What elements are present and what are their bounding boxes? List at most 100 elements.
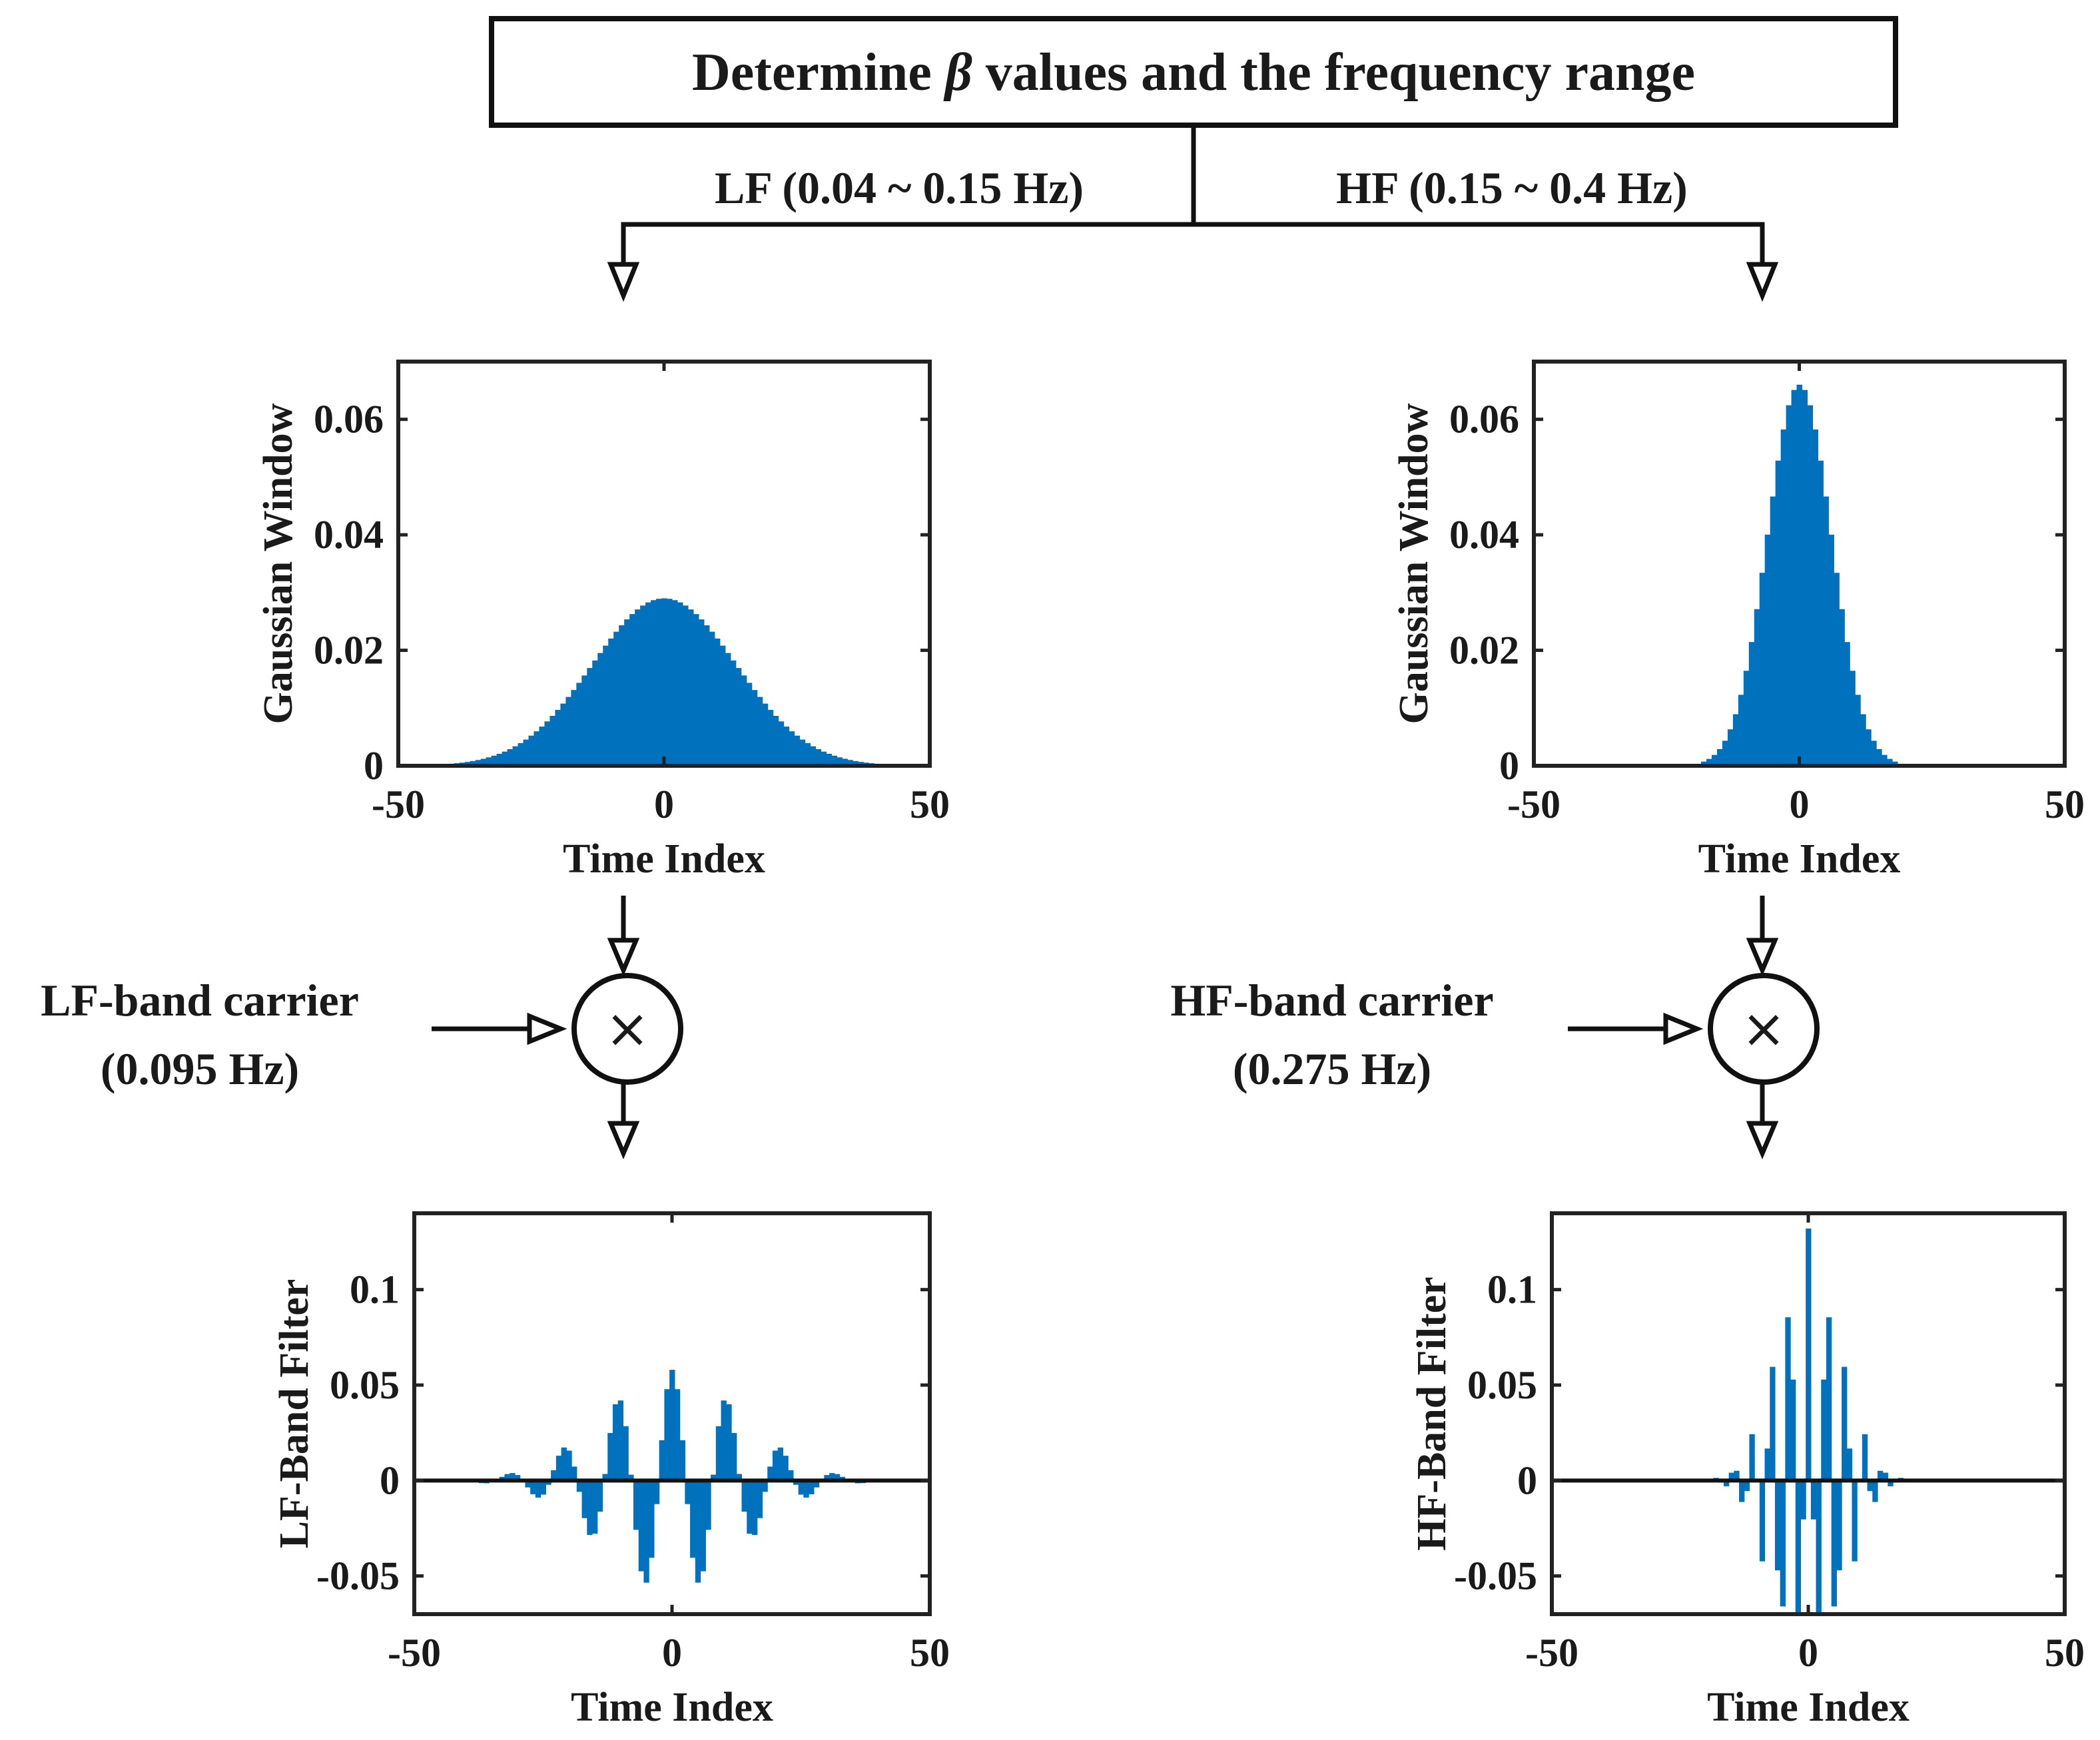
y-tick-label: 0.04 — [314, 513, 384, 557]
bar-mark — [628, 1474, 634, 1481]
bar-mark — [757, 1480, 763, 1518]
bar-mark — [514, 1475, 521, 1481]
y-tick-label: 0 — [1517, 1458, 1537, 1502]
chart-lf-filter: -0.05 0 0.05 0.1 -50 0 50 Time Index LF-Band Fil… — [272, 1211, 950, 1730]
x-tick-label: -50 — [1525, 1631, 1578, 1675]
bar-mark — [1823, 496, 1829, 766]
bar-mark — [496, 753, 503, 766]
bar-mark — [1876, 748, 1882, 766]
bars-hf-window — [1701, 384, 1898, 766]
bar-mark — [530, 1480, 536, 1494]
bar-mark — [798, 1480, 804, 1495]
bar-mark — [715, 1426, 722, 1481]
bar-mark — [528, 735, 535, 766]
bar-mark — [581, 675, 587, 766]
bar-mark — [1701, 761, 1707, 766]
bar-mark — [1860, 714, 1866, 766]
bar-mark — [612, 1404, 619, 1481]
bar-mark — [1764, 1448, 1770, 1481]
bar-mark — [741, 1480, 747, 1512]
bar-mark — [793, 1480, 799, 1485]
bar-mark — [685, 1480, 691, 1504]
bar-mark — [1872, 1480, 1878, 1502]
bar-mark — [1807, 405, 1814, 766]
bar-mark — [1866, 729, 1872, 766]
hf-window-to-multiplier-arrowhead — [1746, 938, 1779, 976]
y-tick-label: 0.05 — [1467, 1363, 1537, 1407]
hf-multiplier-to-filter-arrowhead — [1746, 1121, 1779, 1159]
bar-mark — [687, 609, 694, 766]
bar-mark — [571, 690, 577, 766]
bar-mark — [1882, 754, 1888, 766]
bar-mark — [607, 1432, 613, 1481]
x-tick-label: 50 — [910, 782, 950, 826]
bar-mark — [1877, 1470, 1884, 1481]
y-axis-label: Gaussian Window — [1391, 403, 1437, 724]
bar-mark — [551, 1470, 557, 1481]
bar-mark — [813, 1480, 820, 1488]
bar-mark — [799, 739, 806, 766]
bar-mark — [837, 757, 843, 766]
bar-mark — [535, 1480, 541, 1498]
bar-mark — [1722, 740, 1728, 766]
chart-hf-filter: -0.05 0 0.05 0.1 -50 0 50 Time Index HF-Band Fil… — [1409, 1211, 2085, 1730]
bar-mark — [773, 716, 779, 766]
bar-mark — [555, 710, 561, 766]
bar-mark — [847, 760, 853, 766]
bar-mark — [571, 1466, 577, 1481]
y-tick-label: 0.06 — [314, 398, 384, 441]
bar-mark — [623, 1426, 629, 1481]
bar-mark — [1743, 671, 1750, 766]
bar-mark — [731, 1432, 737, 1481]
y-axis-label: LF-Band Filter — [272, 1279, 317, 1549]
bar-mark — [803, 1480, 809, 1498]
y-tick-label: -0.05 — [316, 1554, 400, 1598]
bar-mark — [700, 1480, 706, 1572]
bar-mark — [1759, 573, 1766, 766]
bar-mark — [726, 1404, 732, 1481]
bar-mark — [1748, 642, 1755, 766]
bar-mark — [693, 614, 699, 766]
bar-mark — [829, 1473, 835, 1481]
bar-mark — [525, 1480, 531, 1488]
bar-mark — [1749, 1434, 1755, 1481]
bar-mark — [674, 1389, 681, 1481]
bar-mark — [1800, 1480, 1806, 1520]
bar-mark — [714, 638, 721, 766]
bar-mark — [809, 1480, 815, 1494]
bar-mark — [633, 1480, 639, 1530]
bar-mark — [671, 600, 678, 766]
bars-hf-filter — [1703, 1228, 1914, 1614]
bar-mark — [533, 731, 540, 766]
bar-mark — [566, 1450, 572, 1481]
bar-mark — [736, 1474, 743, 1481]
bar-mark — [721, 1400, 727, 1481]
x-tick-label: 0 — [1798, 1631, 1818, 1675]
bar-mark — [619, 625, 625, 766]
bar-mark — [1728, 1472, 1734, 1481]
hf-carrier-arrowhead — [1663, 1012, 1704, 1045]
bar-mark — [762, 703, 769, 766]
x-axis-label: Time Index — [1707, 1685, 1910, 1730]
bar-mark — [640, 605, 646, 766]
bar-mark — [705, 1480, 711, 1530]
bar-mark — [1802, 390, 1808, 766]
y-tick-label: 0.1 — [350, 1268, 400, 1312]
y-axis-label: HF-Band Filter — [1409, 1277, 1455, 1551]
y-tick-label: 0 — [380, 1458, 400, 1502]
title-box — [489, 16, 1898, 128]
beta-symbol: β — [943, 43, 972, 102]
bar-mark — [682, 605, 689, 766]
bar-mark — [1775, 460, 1782, 766]
bar-mark — [1850, 671, 1856, 766]
bar-mark — [486, 757, 492, 766]
lf-band-label: LF (0.04 ~ 0.15 Hz) — [715, 162, 1084, 213]
bar-mark — [666, 599, 673, 766]
bar-mark — [1846, 1448, 1853, 1481]
bar-mark — [751, 690, 758, 766]
bar-mark — [561, 1447, 567, 1481]
lf-branch-arrowhead — [607, 262, 640, 302]
bar-mark — [560, 703, 566, 766]
bar-mark — [789, 731, 795, 766]
